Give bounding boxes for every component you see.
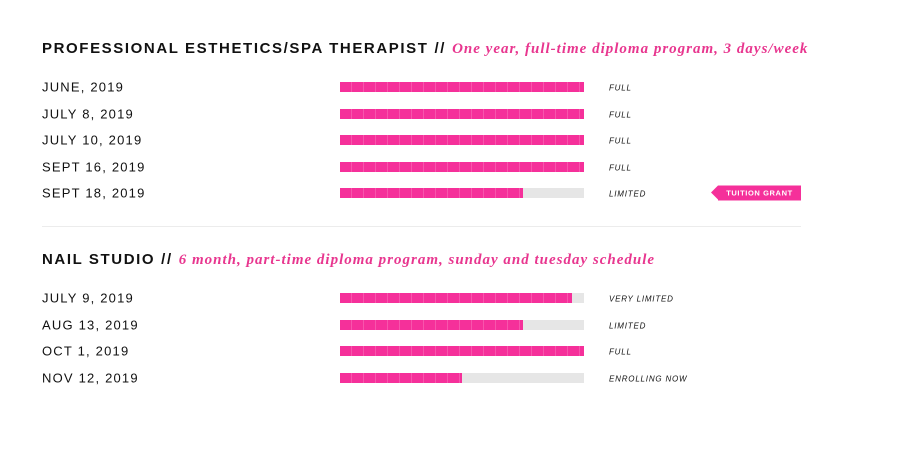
progress-fill [340,293,572,303]
progress-track [340,346,584,356]
subtitle: 6 month, part-time diploma program, sund… [178,252,656,268]
progress-fill [340,108,584,119]
progress-track [340,372,584,383]
date: JULY 9, 2019 [42,290,134,306]
date: JULY 10, 2019 [42,132,143,148]
progress-track [340,293,584,303]
progress-track [340,161,584,172]
date: SEPT 18, 2019 [42,185,146,201]
progress-fill [340,82,584,92]
status: LIMITED [609,189,647,199]
divider [42,226,801,227]
section-title: PROFESSIONAL ESTHETICS/SPA THERAPIST // On… [42,40,808,58]
progress-fill [340,372,462,383]
status: FULL [609,83,632,93]
progress-fill [340,319,523,330]
progress-track [340,108,584,119]
separator: // [434,40,447,57]
progress-track [340,82,584,92]
badge: TUITION GRANT [711,185,801,201]
status: FULL [609,110,632,119]
section-title: NAIL STUDIO // 6 month, part-time diploma … [42,251,655,269]
status: LIMITED [609,321,647,330]
status: FULL [609,163,632,172]
date: JUNE, 2019 [42,79,125,95]
date: NOV 12, 2019 [42,370,139,385]
date: JULY 8, 2019 [42,106,134,121]
progress-fill [340,346,584,356]
status: FULL [609,136,632,146]
status: FULL [609,347,632,357]
progress-fill [340,188,523,198]
separator: // [161,251,173,268]
date: OCT 1, 2019 [42,343,130,359]
status: VERY LIMITED [609,294,674,304]
status: ENROLLING NOW [609,374,688,383]
progress-fill [340,135,584,145]
date: AUG 13, 2019 [42,317,139,332]
progress-track [340,188,584,198]
title-text: PROFESSIONAL ESTHETICS/SPA THERAPIST [42,40,429,57]
progress-fill [340,161,584,172]
progress-track [340,135,584,145]
title-text: NAIL STUDIO [42,251,156,268]
date: SEPT 16, 2019 [42,159,146,174]
progress-track [340,319,584,330]
subtitle: One year, full-time diploma program, 3 d… [452,41,809,57]
